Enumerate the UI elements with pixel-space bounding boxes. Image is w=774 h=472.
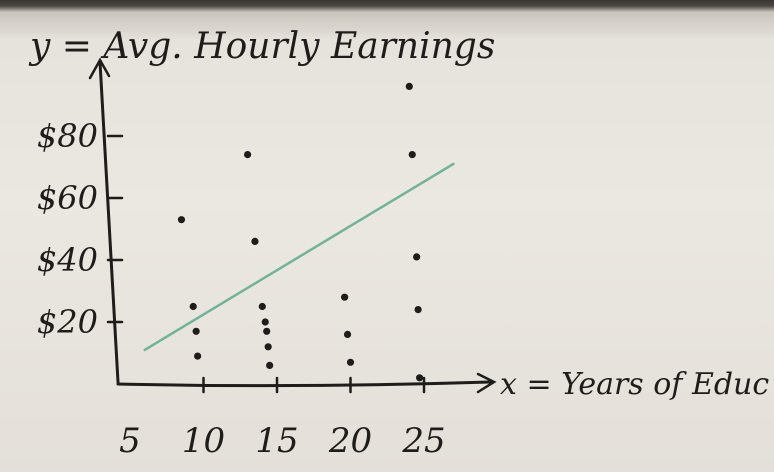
trend-line xyxy=(143,162,455,352)
x-tick-label: 15 xyxy=(255,421,298,461)
data-point xyxy=(261,318,269,326)
x-axis xyxy=(116,380,492,388)
data-point xyxy=(263,327,271,335)
y-tick-label: $40 xyxy=(37,241,98,279)
x-tick-label: 25 xyxy=(401,421,445,461)
data-point xyxy=(341,293,349,301)
data-point xyxy=(251,237,259,245)
x-tick-label: 5 xyxy=(119,421,141,461)
data-point xyxy=(194,352,202,360)
y-tick-label: $80 xyxy=(37,117,98,155)
data-point xyxy=(346,358,355,366)
y-axis-arrow xyxy=(88,57,111,80)
data-points xyxy=(177,82,424,382)
data-point xyxy=(189,302,197,311)
y-tick-label: $60 xyxy=(37,179,98,217)
data-point xyxy=(408,151,416,159)
data-point xyxy=(264,343,272,351)
x-axis-label: x = Years of Educ xyxy=(500,367,769,402)
y-axis xyxy=(98,60,120,384)
y-tick-label: $20 xyxy=(37,303,98,341)
data-point xyxy=(413,253,421,261)
data-point xyxy=(343,330,352,338)
data-point xyxy=(244,151,252,159)
data-point xyxy=(266,361,274,369)
data-point xyxy=(177,216,186,224)
x-axis-arrow xyxy=(476,372,497,394)
data-point xyxy=(415,374,424,382)
trend-line-group xyxy=(143,162,455,352)
x-tick-label: 20 xyxy=(328,421,372,461)
data-point xyxy=(405,82,413,90)
x-ticks: 5 10 15 20 25 xyxy=(119,376,446,461)
data-point xyxy=(258,302,266,311)
y-ticks: $20 $40 $60 $80 xyxy=(37,117,124,341)
axes xyxy=(88,57,497,394)
data-point xyxy=(414,306,422,314)
data-point xyxy=(192,327,200,335)
chart-title: y = Avg. Hourly Earnings xyxy=(28,26,495,67)
x-tick-label: 10 xyxy=(182,421,225,461)
